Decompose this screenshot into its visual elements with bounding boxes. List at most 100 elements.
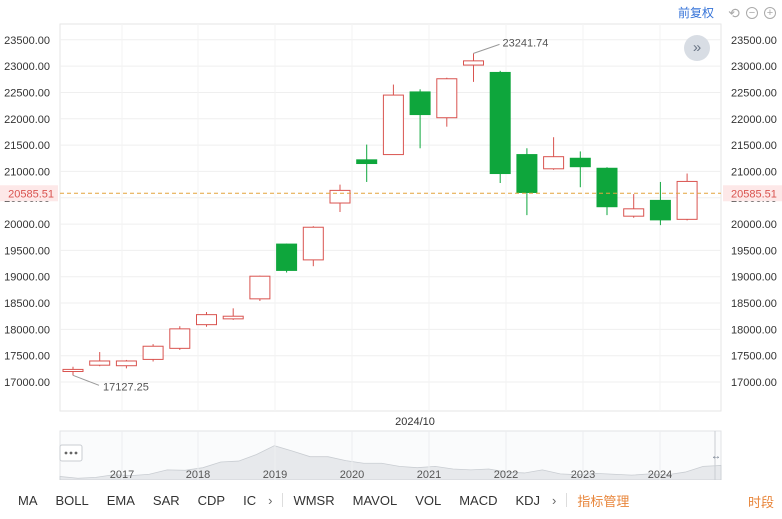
navigator-year-label: 2020 [340, 469, 364, 480]
candlestick-chart[interactable]: 17000.00 17500.00 18000.00 18500.00 19000.00… [0, 0, 782, 480]
undo-icon[interactable]: ⟲ [728, 4, 740, 21]
candle-body[interactable] [676, 180, 698, 220]
y-tick-label: 19500.00 [4, 245, 50, 257]
chart-grid [59, 23, 722, 412]
left-y-axis: 17000.00 17500.00 18000.00 18500.00 19000.00… [4, 35, 50, 389]
candle-body[interactable] [382, 94, 404, 156]
indicator-wmsr[interactable]: WMSR [293, 492, 335, 508]
candle-body[interactable] [196, 314, 217, 326]
y-tick-label: 17000.00 [731, 377, 777, 389]
range-navigator: 2017 2018 2019 2020 2021 2022 2023 2024 ↔ [59, 430, 722, 480]
indicator-sar[interactable]: SAR [152, 492, 180, 508]
y-tick-label: 22500.00 [731, 87, 777, 99]
y-tick-label: 18000.00 [731, 324, 777, 336]
right-y-axis: 17000.00 17500.00 18000.00 18500.00 19000.00… [731, 35, 777, 389]
candle-body[interactable] [89, 360, 111, 366]
navigator-area [59, 445, 722, 480]
y-tick-label: 19000.00 [731, 272, 777, 284]
candle-body[interactable] [516, 154, 538, 193]
chevron-right-icon[interactable]: › [552, 492, 557, 508]
indicator-macd[interactable]: MACD [459, 492, 498, 508]
navigator-year-label: 2019 [263, 469, 287, 480]
y-tick-label: 22000.00 [4, 114, 50, 126]
current-price-label-right: 20585.51 [731, 188, 777, 200]
candle-body[interactable] [649, 199, 671, 221]
indicator-manage-button[interactable]: 指标管理 [577, 493, 630, 509]
candle-body[interactable] [302, 226, 324, 261]
candle-body[interactable] [169, 328, 191, 349]
top-toolbar: 前复权 ⟲ − + [678, 4, 776, 21]
current-price-label-left: 20585.51 [8, 188, 54, 200]
period-button[interactable]: 时段 [747, 495, 774, 510]
candle-body[interactable] [115, 360, 137, 367]
candle-body[interactable] [222, 315, 244, 320]
y-tick-label: 22500.00 [4, 87, 50, 99]
x-crosshair-label: 2024/10 [395, 416, 435, 428]
y-tick-label: 23500.00 [731, 35, 777, 47]
indicator-boll[interactable]: BOLL [55, 492, 89, 508]
y-tick-label: 21000.00 [731, 166, 777, 178]
candle-body[interactable] [356, 159, 378, 165]
indicator-bar: MA BOLL EMA SAR CDP IC › WMSR MAVOL VOL … [0, 486, 782, 514]
candle-series [62, 53, 698, 376]
indicator-ma[interactable]: MA [18, 492, 38, 508]
candle-body[interactable] [623, 208, 645, 217]
adjust-mode-button[interactable]: 前复权 [677, 6, 714, 20]
candle-body[interactable] [489, 71, 511, 175]
indicator-mavol[interactable]: MAVOL [352, 492, 398, 508]
current-price-badge-left [0, 185, 58, 202]
candle-body[interactable] [463, 60, 484, 66]
navigator-year-label: 2018 [186, 469, 210, 480]
chart-annotations: 20585.51 20585.51 23241.74 17127.25 2024/10 [0, 37, 782, 428]
navigator-year-label: 2021 [417, 469, 441, 480]
divider [282, 493, 284, 507]
y-tick-label: 21500.00 [4, 140, 50, 152]
indicator-ema[interactable]: EMA [106, 492, 135, 508]
candle-body[interactable] [569, 157, 591, 168]
y-tick-label: 18500.00 [4, 298, 50, 310]
y-tick-label: 19500.00 [731, 245, 777, 257]
max-annotation-line [473, 43, 500, 54]
indicator-cdp[interactable]: CDP [197, 492, 226, 508]
y-tick-label: 23000.00 [4, 61, 50, 73]
min-annotation-label: 17127.25 [103, 381, 149, 393]
candle-body[interactable] [249, 275, 271, 300]
double-chevron-right-icon[interactable]: » [684, 35, 710, 61]
navigator-year-label: 2024 [648, 469, 672, 480]
candle-body[interactable] [409, 91, 431, 116]
y-tick-label: 18500.00 [731, 298, 777, 310]
candle-body[interactable] [329, 189, 351, 204]
indicator-vol[interactable]: VOL [415, 492, 442, 508]
indicator-kdj[interactable]: KDJ [515, 492, 541, 508]
current-price-badge-right [723, 185, 782, 202]
divider [566, 493, 568, 507]
candle-body[interactable] [543, 156, 565, 170]
handle-dot [64, 451, 68, 455]
candle-body[interactable] [276, 243, 298, 271]
y-tick-label: 17000.00 [4, 377, 50, 389]
navigator-year-label: 2022 [494, 469, 518, 480]
zoom-out-icon[interactable]: − [746, 6, 758, 19]
max-annotation-label: 23241.74 [503, 37, 549, 49]
handle-dot [69, 451, 73, 455]
zoom-in-icon[interactable]: + [764, 6, 776, 19]
y-tick-label: 20000.00 [731, 219, 777, 231]
candle-body[interactable] [142, 345, 164, 360]
candle-body[interactable] [596, 167, 618, 208]
y-tick-label: 23500.00 [4, 35, 50, 47]
y-tick-label: 22000.00 [731, 114, 777, 126]
y-tick-label: 23000.00 [731, 61, 777, 73]
y-tick-label: 19000.00 [4, 272, 50, 284]
indicator-ic[interactable]: IC [243, 492, 257, 508]
resize-arrows-icon[interactable]: ↔ [711, 451, 721, 462]
min-annotation-line [72, 374, 100, 386]
navigator-year-label: 2017 [110, 469, 134, 480]
candle-body[interactable] [436, 78, 458, 119]
y-tick-label: 20000.00 [4, 219, 50, 231]
y-tick-label: 17500.00 [4, 351, 50, 363]
candle-body[interactable] [62, 368, 84, 373]
chevron-right-icon[interactable]: › [268, 492, 273, 508]
y-tick-label: 18000.00 [4, 324, 50, 336]
handle-dot [74, 451, 78, 455]
y-tick-label: 21000.00 [4, 166, 50, 178]
